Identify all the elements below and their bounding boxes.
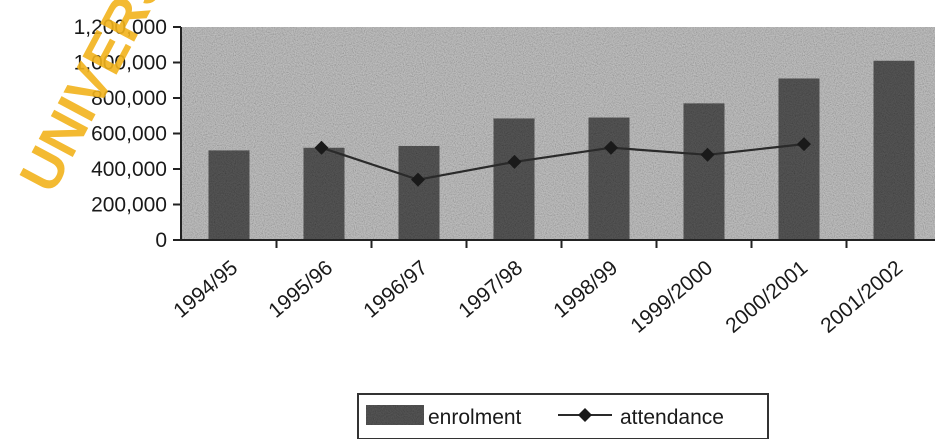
y-tick-label: 400,000 (91, 158, 167, 181)
legend-label-enrolment: enrolment (428, 406, 522, 429)
attendance-point-1996/97 (411, 172, 425, 187)
bar-enrolment-1998/99 (588, 117, 630, 240)
plot-area (181, 27, 935, 240)
x-tick-label-1995/96: 1995/96 (264, 256, 337, 322)
bar-enrolment-2000/2001 (778, 78, 820, 240)
x-tick-label-2000/2001: 2000/2001 (721, 256, 812, 337)
y-tick-label: 1,000,000 (74, 52, 167, 75)
attendance-point-1998/99 (604, 140, 618, 155)
y-tick-label: 1,200,000 (74, 16, 167, 39)
attendance-point-2000/2001 (797, 137, 811, 152)
plot-background (181, 27, 935, 240)
y-axis-labels: 0 200,000 400,000 600,000 800,000 1,000,000 1,… (74, 16, 167, 252)
attendance-point-1999/2000 (700, 147, 715, 162)
x-tick-label-1999/2000: 1999/2000 (626, 256, 717, 337)
legend: enrolment attendance (357, 393, 769, 439)
x-tick-label-1997/98: 1997/98 (454, 256, 527, 322)
y-tick-label: 200,000 (91, 194, 167, 217)
x-tick-label-2001/2002: 2001/2002 (816, 256, 907, 337)
attendance-line (314, 137, 811, 187)
legend-marker-attendance (578, 408, 592, 422)
bars (208, 60, 915, 240)
y-tick-label: 600,000 (91, 123, 167, 146)
bar-enrolment-1995/96 (303, 147, 345, 240)
attendance-point-1995/96 (314, 140, 329, 155)
x-tick-label-1994/95: 1994/95 (169, 256, 242, 322)
y-tick-label: 800,000 (91, 87, 167, 110)
attendance-point-1997/98 (507, 154, 522, 169)
bar-enrolment-1999/2000 (683, 103, 725, 240)
bar-enrolment-1996/97 (398, 145, 440, 240)
x-axis-labels: 1994/95 1995/96 1996/97 1997/98 1998/99 1999/… (169, 256, 907, 337)
legend-box (357, 393, 769, 439)
bar-enrolment-1997/98 (493, 118, 535, 240)
attendance-series-line (321, 143, 805, 181)
x-tick-label-1998/99: 1998/99 (549, 256, 622, 322)
y-tick-label: 0 (155, 229, 167, 252)
legend-label-attendance: attendance (620, 406, 724, 429)
legend-swatch-enrolment (366, 405, 424, 425)
x-tick-label-1996/97: 1996/97 (359, 256, 432, 322)
bar-enrolment-2001/2002 (873, 60, 915, 240)
bar-enrolment-1994/95 (208, 150, 250, 240)
axes (173, 26, 935, 248)
